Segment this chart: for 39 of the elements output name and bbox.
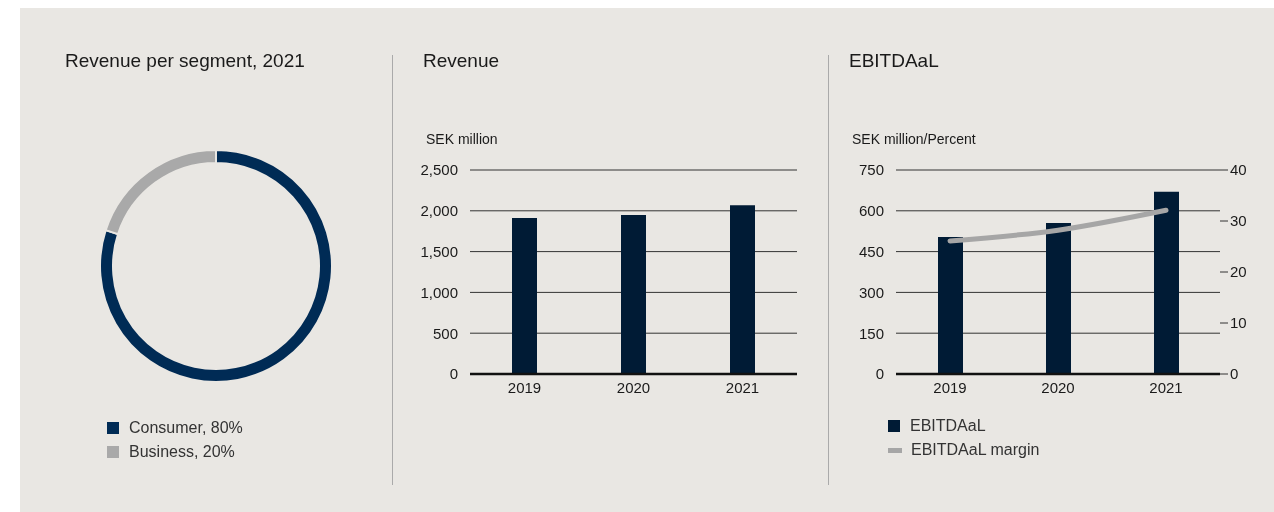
y-tick-label: 300 bbox=[858, 283, 884, 301]
y-tick-label: 750 bbox=[858, 161, 884, 179]
x-tick-label: 2020 bbox=[616, 378, 651, 396]
y-tick-label: 2,000 bbox=[420, 202, 458, 220]
legend-label: Business, 20% bbox=[129, 443, 235, 461]
y-tick-label: 150 bbox=[858, 324, 884, 342]
y-tick-label: 0 bbox=[449, 365, 458, 383]
y2-tick-label: 0 bbox=[1230, 365, 1239, 383]
bar bbox=[730, 205, 755, 374]
bar bbox=[1046, 223, 1071, 374]
x-tick-label: 2019 bbox=[933, 378, 967, 396]
legend-label: Consumer, 80% bbox=[129, 419, 243, 437]
y-tick-label: 1,500 bbox=[420, 242, 458, 260]
bar bbox=[1154, 191, 1179, 374]
donut-slice bbox=[99, 149, 333, 383]
x-tick-label: 2020 bbox=[1041, 378, 1075, 396]
y-tick-label: 450 bbox=[858, 242, 884, 260]
bar bbox=[512, 218, 537, 374]
y-tick-label: 2,500 bbox=[420, 161, 458, 179]
x-tick-label: 2021 bbox=[1149, 378, 1183, 396]
bar bbox=[621, 215, 646, 374]
y2-tick-label: 20 bbox=[1230, 263, 1247, 281]
y-tick-label: 0 bbox=[875, 365, 884, 383]
y-tick-label: 1,000 bbox=[420, 283, 458, 301]
y-tick-label: 600 bbox=[858, 202, 884, 220]
y2-tick-label: 40 bbox=[1230, 161, 1247, 179]
x-tick-label: 2021 bbox=[725, 378, 760, 396]
y-axis-title: SEK million bbox=[426, 131, 498, 147]
chart-title: Revenue bbox=[423, 50, 500, 72]
y2-tick-label: 10 bbox=[1230, 314, 1247, 332]
y-tick-label: 500 bbox=[432, 324, 458, 342]
legend-label: EBITDAaL bbox=[910, 417, 986, 435]
y-axis-title: SEK million/Percent bbox=[852, 131, 976, 147]
y2-tick-label: 30 bbox=[1230, 212, 1247, 230]
legend-label: EBITDAaL margin bbox=[911, 441, 1040, 459]
chart-title: Revenue per segment, 2021 bbox=[65, 50, 305, 72]
bar bbox=[938, 236, 963, 374]
x-tick-label: 2019 bbox=[507, 378, 542, 396]
chart-title: EBITDAaL bbox=[849, 50, 939, 72]
